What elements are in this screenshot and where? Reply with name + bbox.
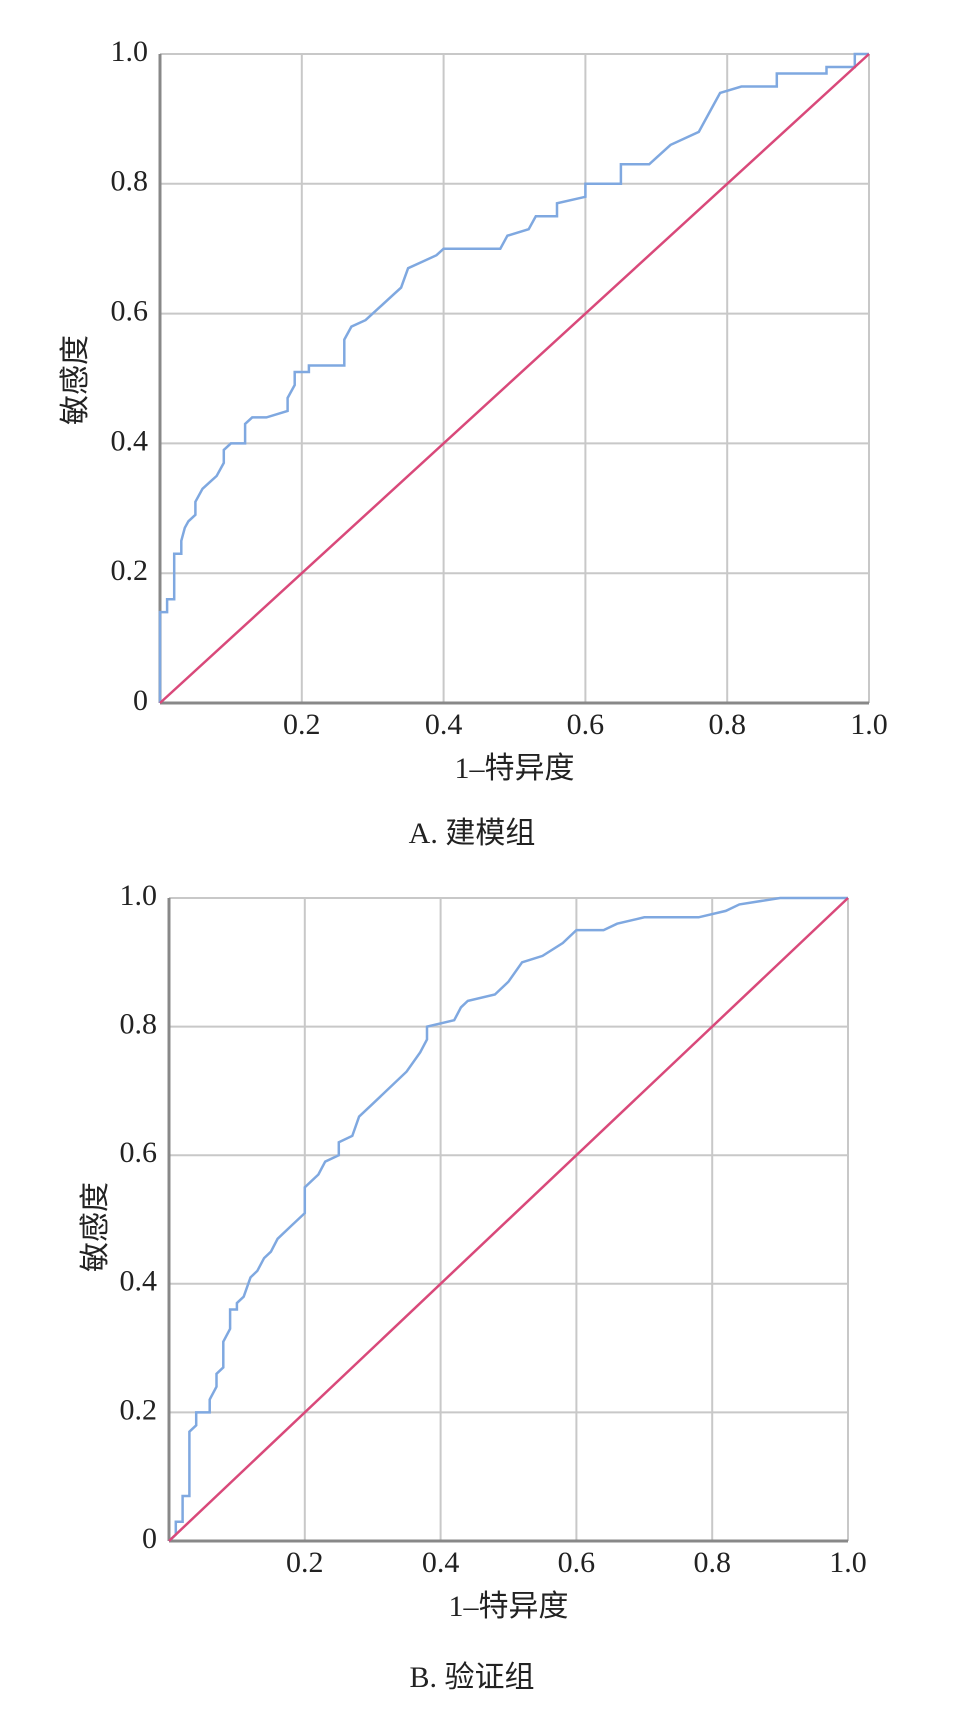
y-tick-label: 1.0 [120,879,158,912]
x-tick-label: 0.4 [425,708,463,741]
x-tick-label: 1.0 [850,708,888,741]
y-tick-label: 0.8 [120,1007,158,1040]
x-tick-label: 0.4 [422,1546,460,1579]
x-tick-label: 0.2 [283,708,321,741]
x-tick-label: 0.8 [693,1546,731,1579]
y-tick-label: 0.6 [120,1136,158,1169]
y-tick-label: 0 [133,684,148,717]
roc-line [168,897,849,1542]
y-tick-label: 0.8 [111,165,149,198]
x-tick-label: 0.8 [708,708,746,741]
roc-line [159,53,870,704]
x-tick-label: 1.0 [829,1546,867,1579]
x-tick-label: 0.6 [567,708,605,741]
caption: B. 验证组 [409,1661,534,1694]
y-tick-label: 0.6 [111,294,149,327]
x-tick-label: 0.2 [286,1546,324,1579]
roc-line [158,52,869,703]
y-tick-label: 0.2 [120,1393,158,1426]
x-axis-label: 1–特异度 [455,752,575,785]
y-tick-label: 0 [142,1522,157,1555]
y-axis-label: 敏感度 [79,1182,112,1272]
y-axis-label: 敏感度 [59,335,92,425]
y-tick-label: 0.2 [111,554,149,587]
roc-line [168,896,848,1542]
x-tick-label: 0.6 [558,1546,596,1579]
y-tick-label: 0.4 [120,1265,158,1298]
x-axis-label: 1–特异度 [449,1590,569,1623]
y-tick-label: 1.0 [111,35,149,68]
y-tick-label: 0.4 [111,424,149,457]
caption: A. 建模组 [409,817,536,850]
